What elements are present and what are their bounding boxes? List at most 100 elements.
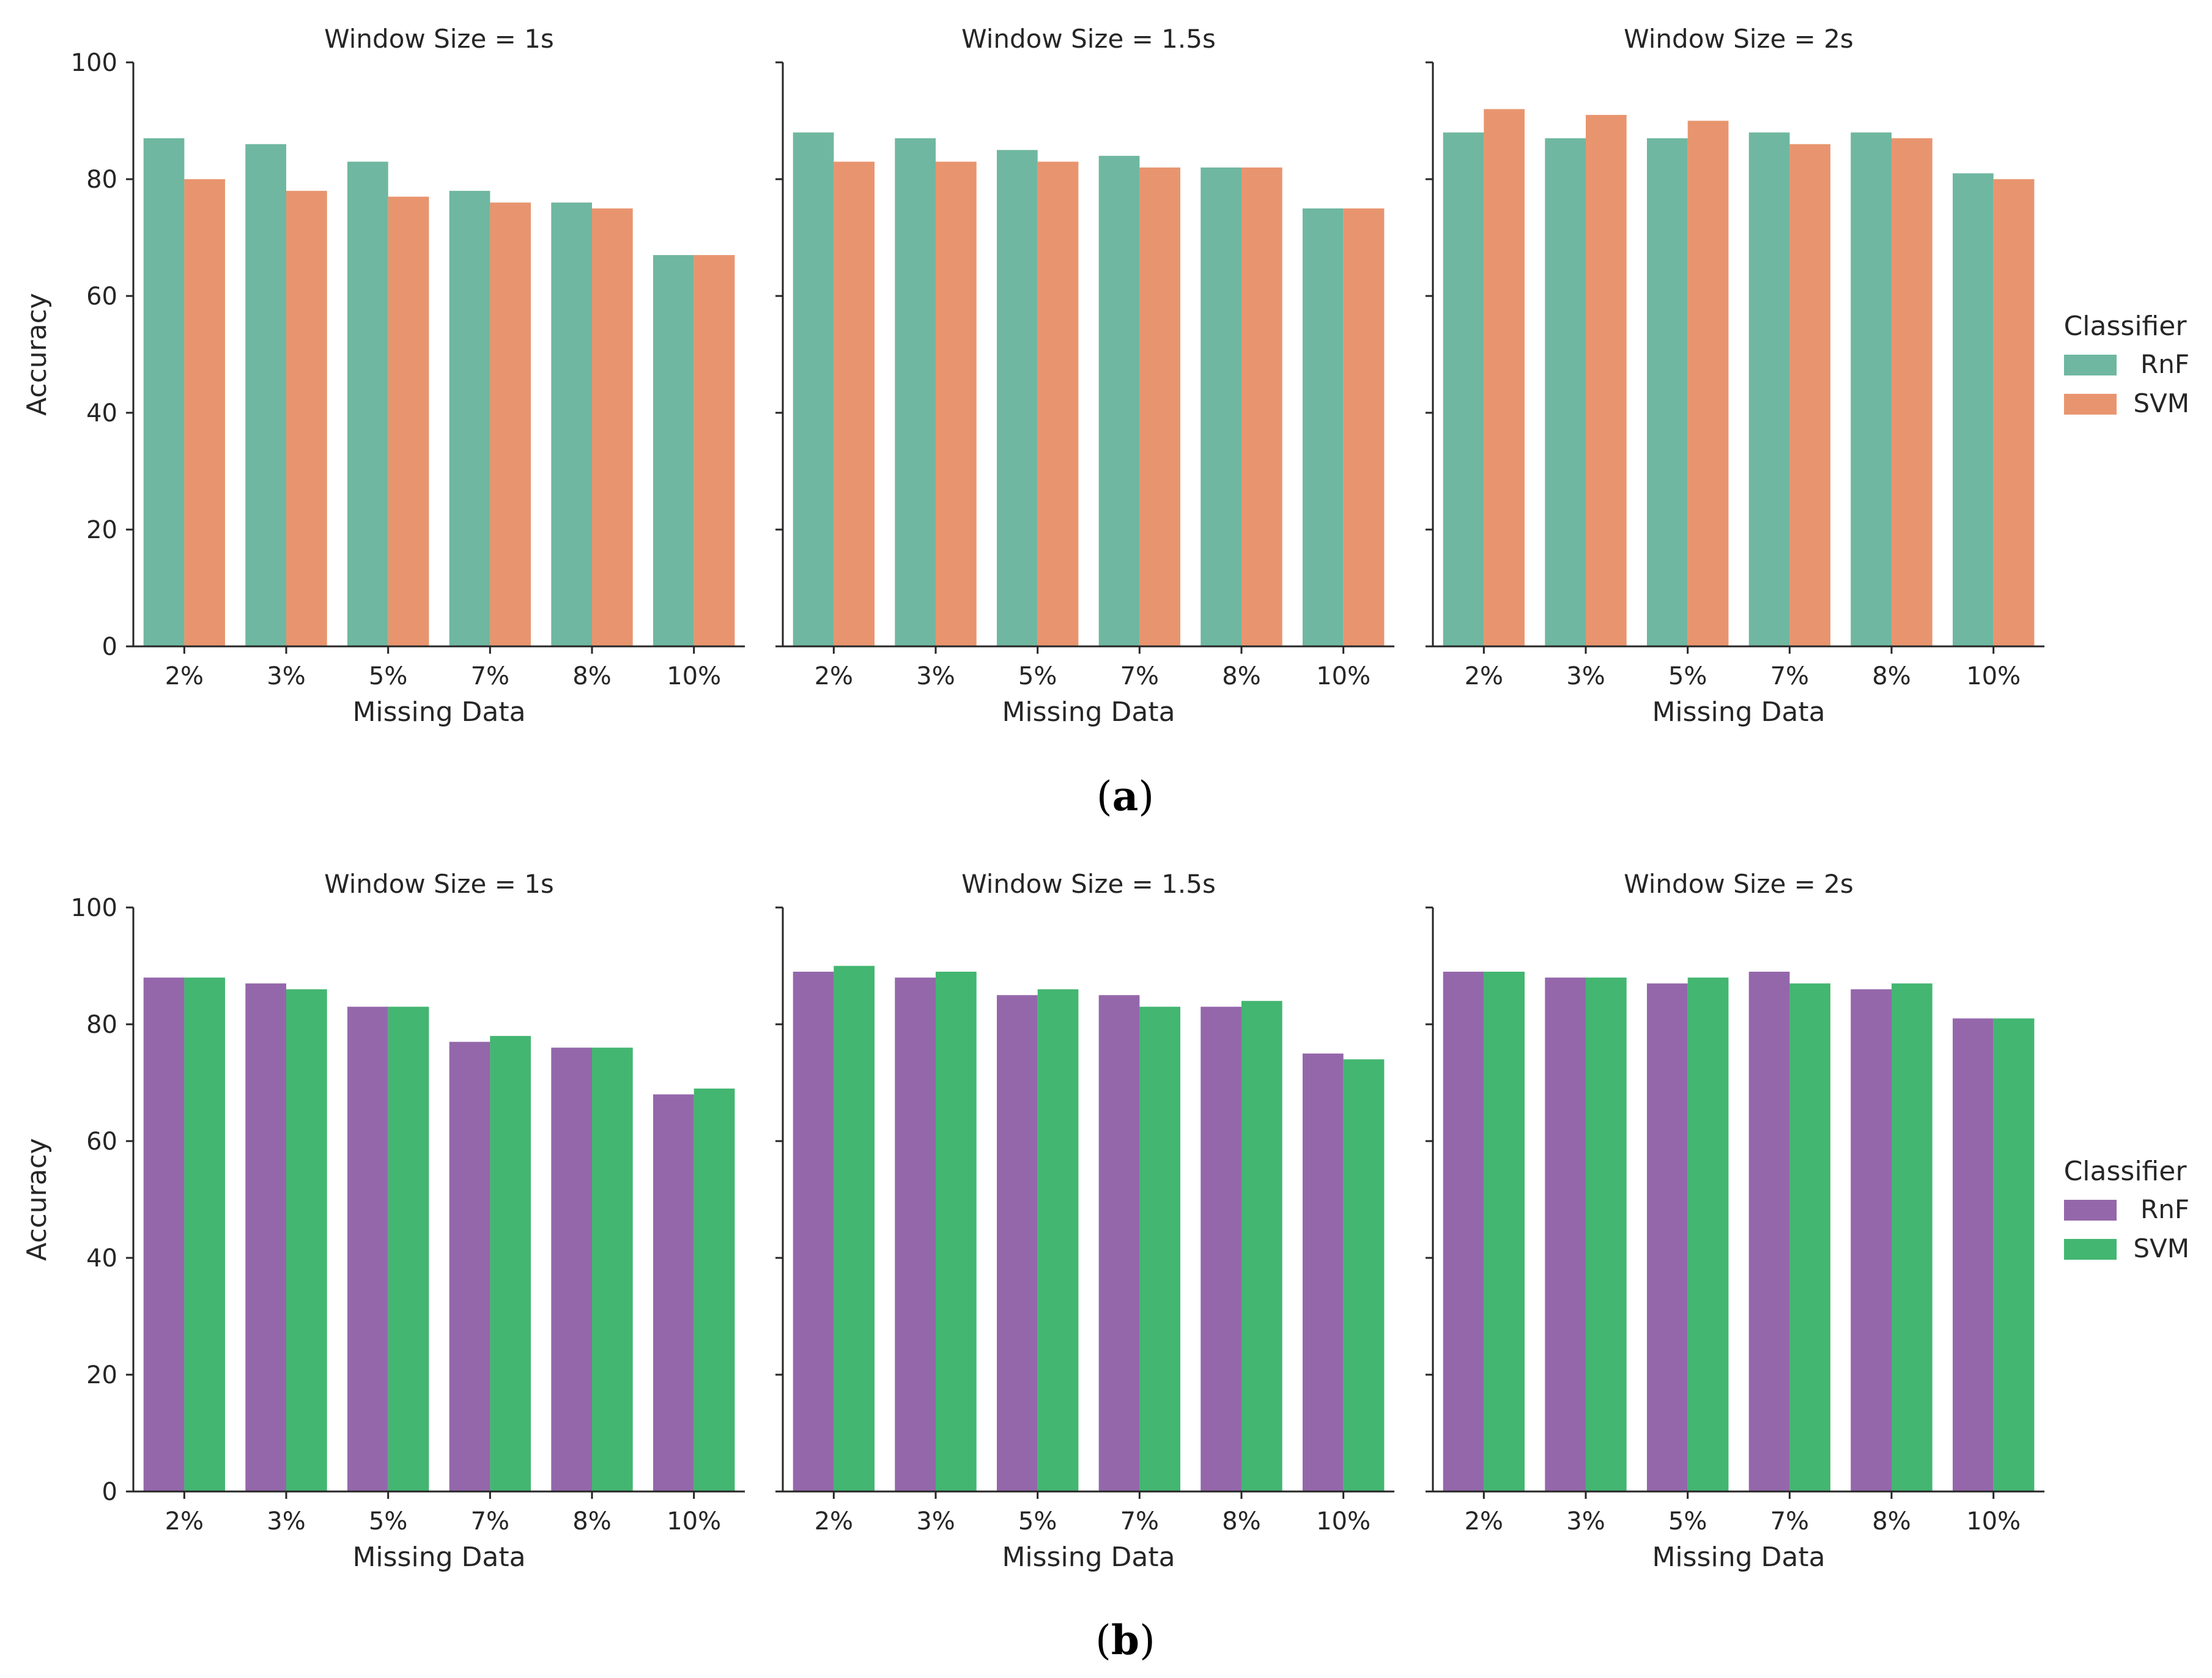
- panel-1: Window Size = 1s 0 20 40 60 80 100 2% 3% 5% 7% 8% 10…: [71, 869, 745, 1573]
- x-tick-label: 7%: [1770, 662, 1809, 690]
- y-tick-label: 20: [86, 1361, 117, 1389]
- bar-rnf-2pct: [1443, 972, 1484, 1491]
- y-tick-label: 60: [86, 1128, 117, 1156]
- bar-svm-3pct: [1586, 977, 1627, 1491]
- bar-rnf-8pct: [551, 202, 592, 646]
- legend-label-rnf: RnF: [2140, 349, 2189, 379]
- x-tick-label: 2%: [1465, 1507, 1503, 1536]
- x-axis-label: Missing Data: [1652, 697, 1825, 728]
- panel-title: Window Size = 1s: [324, 24, 554, 54]
- bar-rnf-3pct: [895, 977, 936, 1491]
- legend-swatch-svm: [2064, 394, 2117, 415]
- caption-letter: b: [1111, 1616, 1139, 1664]
- bar-svm-8pct: [592, 1048, 633, 1491]
- bar-rnf-5pct: [347, 1007, 388, 1491]
- legend-title: Classifier: [2064, 311, 2188, 342]
- bar-svm-5pct: [1037, 989, 1079, 1491]
- bar-rnf-3pct: [895, 138, 936, 647]
- y-tick-label: 40: [86, 1244, 117, 1273]
- bar-svm-2pct: [834, 966, 875, 1491]
- subfigure-a: Window Size = 1s 0 20 40 60 80 100 2% 3% 5% 7% 8% 10…: [21, 24, 2189, 820]
- legend-title: Classifier: [2064, 1156, 2188, 1187]
- x-axis-label: Missing Data: [352, 1542, 525, 1573]
- subfigure-caption: (a): [1097, 772, 1154, 820]
- x-tick-label: 2%: [165, 1507, 204, 1536]
- x-tick-label: 7%: [471, 662, 509, 690]
- subfigure-caption: (b): [1095, 1616, 1155, 1664]
- x-tick-label: 3%: [916, 1507, 955, 1536]
- bar-rnf-10pct: [1953, 173, 1994, 646]
- x-tick-label: 10%: [1966, 1507, 2021, 1536]
- x-axis-label: Missing Data: [1002, 697, 1175, 728]
- bar-rnf-8pct: [1851, 132, 1892, 647]
- x-tick-label: 10%: [1316, 1507, 1370, 1536]
- bar-svm-2pct: [834, 161, 875, 646]
- bar-svm-8pct: [1241, 167, 1282, 646]
- bar-svm-3pct: [936, 972, 977, 1491]
- bar-rnf-5pct: [997, 995, 1038, 1492]
- x-tick-label: 7%: [471, 1507, 509, 1536]
- bar-rnf-5pct: [997, 150, 1038, 647]
- bar-svm-10pct: [1993, 179, 2035, 646]
- bar-svm-10pct: [1343, 1059, 1385, 1491]
- bar-rnf-8pct: [1200, 167, 1241, 646]
- bar-rnf-7pct: [1098, 995, 1140, 1492]
- bar-rnf-7pct: [449, 191, 490, 647]
- bar-svm-3pct: [286, 191, 327, 647]
- bar-svm-7pct: [1789, 983, 1830, 1491]
- caption-letter: a: [1112, 772, 1139, 820]
- bar-rnf-5pct: [1647, 138, 1688, 647]
- y-tick-label: 80: [86, 166, 117, 194]
- x-tick-label: 2%: [815, 1507, 853, 1536]
- bar-svm-2pct: [184, 179, 225, 646]
- x-axis-label: Missing Data: [1652, 1542, 1825, 1573]
- bar-svm-7pct: [490, 202, 531, 646]
- bar-svm-5pct: [388, 1007, 429, 1491]
- x-axis-label: Missing Data: [1002, 1542, 1175, 1573]
- bar-rnf-10pct: [653, 255, 694, 647]
- y-tick-label: 0: [102, 633, 117, 661]
- bar-svm-10pct: [1993, 1018, 2035, 1491]
- bar-svm-10pct: [694, 1088, 735, 1491]
- x-tick-label: 8%: [1222, 662, 1260, 690]
- panel-title: Window Size = 2s: [1624, 869, 1854, 899]
- panel-3: Window Size = 2s 2% 3% 5% 7% 8% 10% Missing Dat…: [1426, 24, 2044, 728]
- bar-rnf-3pct: [1545, 977, 1586, 1491]
- x-tick-label: 5%: [1018, 662, 1057, 690]
- x-tick-label: 5%: [1018, 1507, 1057, 1536]
- subfigure-b: Window Size = 1s 0 20 40 60 80 100 2% 3% 5% 7% 8% 10…: [21, 869, 2189, 1664]
- x-tick-label: 7%: [1120, 1507, 1159, 1536]
- bar-rnf-3pct: [1545, 138, 1586, 647]
- legend-label-rnf: RnF: [2140, 1194, 2189, 1224]
- x-tick-label: 7%: [1120, 662, 1159, 690]
- bar-rnf-7pct: [1098, 155, 1140, 647]
- x-tick-label: 10%: [1316, 662, 1370, 690]
- x-tick-label: 5%: [1668, 662, 1707, 690]
- legend: Classifier RnF SVM: [2064, 1156, 2189, 1263]
- bar-rnf-5pct: [1647, 983, 1688, 1491]
- bar-svm-10pct: [1343, 208, 1385, 647]
- bar-svm-7pct: [1789, 144, 1830, 646]
- bar-rnf-8pct: [1851, 989, 1892, 1491]
- x-tick-label: 3%: [267, 662, 305, 690]
- bar-rnf-3pct: [245, 983, 286, 1491]
- bar-svm-8pct: [1892, 138, 1933, 647]
- bar-svm-7pct: [1139, 167, 1180, 646]
- panel-title: Window Size = 1.5s: [961, 869, 1216, 899]
- bar-rnf-10pct: [1303, 1053, 1344, 1492]
- x-axis-label: Missing Data: [352, 697, 525, 728]
- bar-rnf-2pct: [793, 972, 834, 1491]
- y-tick-label: 0: [102, 1478, 117, 1506]
- x-tick-label: 8%: [572, 662, 611, 690]
- bar-svm-2pct: [1484, 972, 1525, 1491]
- bar-svm-5pct: [1687, 977, 1729, 1491]
- bar-rnf-2pct: [793, 132, 834, 647]
- y-tick-label: 40: [86, 399, 117, 427]
- x-tick-label: 10%: [667, 662, 721, 690]
- y-axis-label: Accuracy: [21, 293, 53, 416]
- bar-svm-8pct: [1892, 983, 1933, 1491]
- x-tick-label: 10%: [1966, 662, 2021, 690]
- bar-svm-3pct: [286, 989, 327, 1491]
- legend-swatch-rnf: [2064, 355, 2117, 375]
